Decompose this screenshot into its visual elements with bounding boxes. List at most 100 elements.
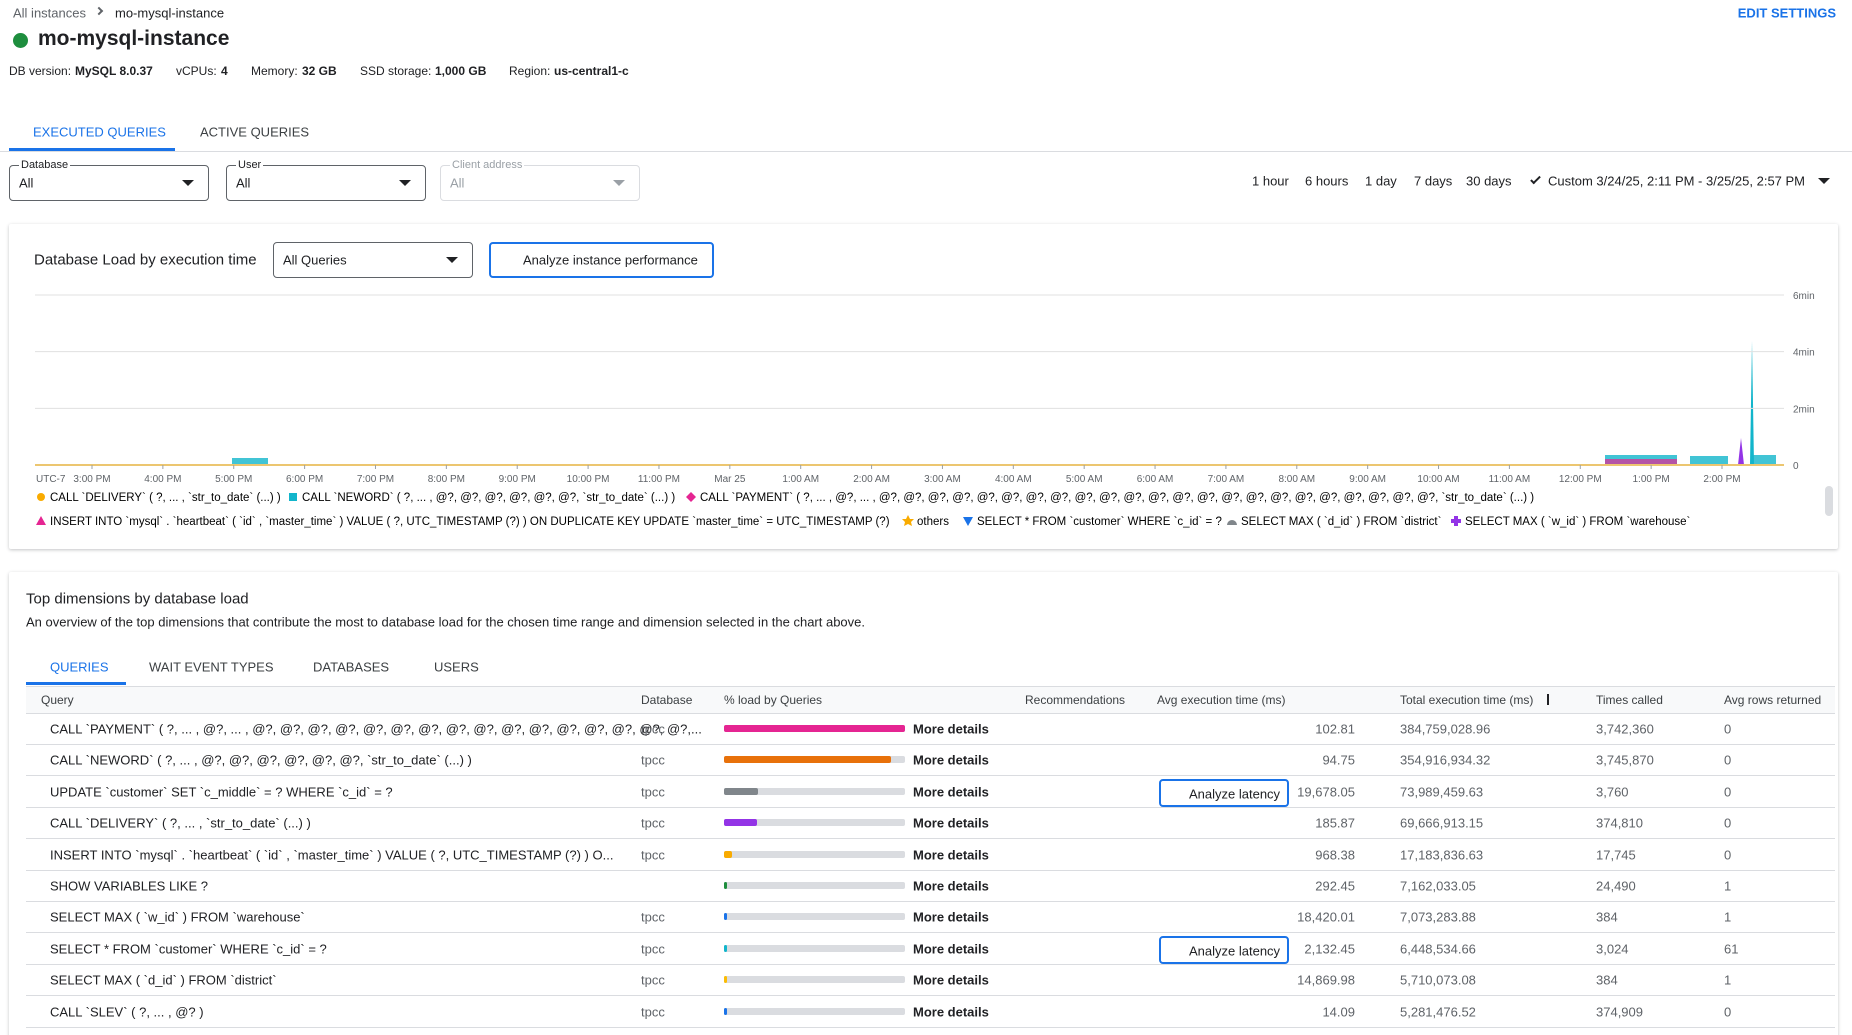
analyze-latency[interactable] [1159, 935, 1289, 964]
filter-box[interactable] [226, 165, 426, 201]
breadcrumb-current: mo-mysql-instance [115, 5, 225, 21]
info-label: vCPUs: [176, 64, 217, 78]
tab[interactable]: WAIT EVENT TYPES [149, 659, 274, 675]
total-time: 7,162,033.05 [1400, 878, 1476, 894]
row-divider [26, 775, 1835, 777]
load-track [724, 882, 905, 889]
avg-time: 94.75 [1322, 752, 1355, 768]
time-range[interactable]: 6 hours [1305, 173, 1349, 189]
column-header[interactable]: Avg execution time (ms) [1157, 693, 1286, 707]
more-details[interactable]: More details [913, 721, 989, 737]
filter-box[interactable] [9, 165, 209, 201]
avg-time: 2,132.45 [1304, 941, 1355, 957]
column-header: Query [41, 693, 74, 707]
analyze-latency[interactable] [1159, 778, 1289, 807]
avg-rows: 0 [1724, 1004, 1732, 1020]
tab[interactable]: EXECUTED QUERIES [33, 124, 166, 140]
more-details[interactable]: More details [913, 909, 989, 925]
total-time: 73,989,459.63 [1400, 784, 1484, 800]
more-details[interactable]: More details [913, 784, 989, 800]
load-track [724, 787, 905, 795]
load-bar [724, 756, 891, 764]
time-range[interactable]: 1 day [1365, 173, 1397, 189]
column-header: % load by Queries [724, 693, 823, 707]
column-header[interactable]: Total execution time (ms) [1400, 693, 1534, 707]
filter-value: All [19, 175, 34, 191]
row-divider [26, 1026, 1835, 1028]
query-text[interactable]: UPDATE `customer` SET `c_middle` = ? WHE… [50, 784, 393, 800]
avg-time: 102.81 [1315, 721, 1355, 737]
row-divider [26, 806, 1835, 808]
column-header: Recommendations [1025, 693, 1126, 707]
row-divider [26, 963, 1835, 965]
load-track [724, 819, 905, 827]
load-track [724, 913, 905, 921]
analyze-button[interactable] [489, 242, 714, 278]
info-value: 1,000 GB [435, 64, 487, 78]
times-called: 374,909 [1596, 1004, 1643, 1020]
scrollbar[interactable] [1825, 486, 1833, 516]
total-time: 5,710,073.08 [1400, 972, 1476, 988]
dropdown-arrow [182, 180, 194, 186]
times-called: 374,810 [1596, 815, 1643, 831]
query-text[interactable]: SELECT * FROM `customer` WHERE `c_id` = … [50, 941, 327, 957]
dimensions-title: Top dimensions by database load [26, 590, 249, 608]
tab[interactable]: USERS [434, 659, 479, 675]
query-text[interactable]: SELECT MAX ( `d_id` ) FROM `district` [50, 972, 277, 988]
time-range[interactable]: 30 days [1466, 173, 1512, 189]
time-range[interactable]: Custom 3/24/25, 2:11 PM - 3/25/25, 2:57 … [1548, 173, 1806, 189]
query-text[interactable]: SHOW VARIABLES LIKE ? [50, 878, 208, 894]
breadcrumb-parent[interactable]: All instances [13, 5, 86, 21]
check [1530, 173, 1541, 185]
total-time: 69,666,913.15 [1400, 815, 1484, 831]
query-select[interactable] [273, 242, 473, 278]
tab[interactable]: QUERIES [50, 659, 109, 675]
total-time: 17,183,836.63 [1400, 847, 1484, 863]
avg-time: 185.87 [1315, 815, 1355, 831]
query-text[interactable]: CALL `DELIVERY` ( ?, ... , `str_to_date`… [50, 815, 311, 831]
tab[interactable]: ACTIVE QUERIES [200, 124, 310, 140]
database: tpcc [641, 941, 665, 957]
load-bar [724, 976, 727, 984]
load-bar [724, 882, 728, 889]
times-called: 3,760 [1596, 784, 1629, 800]
tab[interactable]: DATABASES [313, 659, 390, 675]
info-value: MySQL 8.0.37 [75, 64, 153, 78]
load-bar [724, 819, 757, 827]
query-text[interactable]: SELECT MAX ( `w_id` ) FROM `warehouse` [50, 909, 305, 925]
time-range[interactable]: 7 days [1414, 173, 1453, 189]
info-label: DB version: [9, 64, 72, 78]
sort-arrow [1547, 694, 1549, 705]
query-text[interactable]: INSERT INTO `mysql` . `heartbeat` ( `id`… [50, 847, 614, 863]
more-details[interactable]: More details [913, 847, 989, 863]
row-divider [26, 995, 1835, 997]
edit-settings[interactable]: EDIT SETTINGS [1737, 5, 1836, 21]
query-text[interactable]: CALL `PAYMENT` ( ?, ... , @?, ... , @?, … [50, 721, 702, 737]
column-header[interactable]: Times called [1596, 693, 1663, 707]
query-text[interactable]: CALL `SLEV` ( ?, ... , @? ) [50, 1004, 204, 1020]
avg-rows: 0 [1724, 847, 1732, 863]
dropdown-arrow [399, 180, 411, 186]
avg-rows: 0 [1724, 784, 1732, 800]
times-called: 3,745,870 [1596, 752, 1654, 768]
filter-label: User [236, 159, 264, 171]
more-details[interactable]: More details [913, 815, 989, 831]
row-divider [26, 838, 1835, 840]
query-text[interactable]: CALL `NEWORD` ( ?, ... , @?, @?, @?, @?,… [50, 752, 472, 768]
database: tpcc [641, 847, 665, 863]
more-details[interactable]: More details [913, 752, 989, 768]
more-details[interactable]: More details [913, 1004, 989, 1020]
header-row-bg [26, 686, 1835, 714]
avg-rows: 1 [1724, 972, 1732, 988]
column-header[interactable]: Avg rows returned [1724, 693, 1822, 707]
more-details[interactable]: More details [913, 941, 989, 957]
info-value: 32 GB [302, 64, 337, 78]
dropdown-arrow [446, 257, 458, 263]
info-label: Memory: [251, 64, 298, 78]
avg-time: 292.45 [1315, 878, 1355, 894]
filter-value: All [236, 175, 251, 191]
more-details[interactable]: More details [913, 972, 989, 988]
time-range[interactable]: 1 hour [1252, 173, 1289, 189]
more-details[interactable]: More details [913, 878, 989, 894]
